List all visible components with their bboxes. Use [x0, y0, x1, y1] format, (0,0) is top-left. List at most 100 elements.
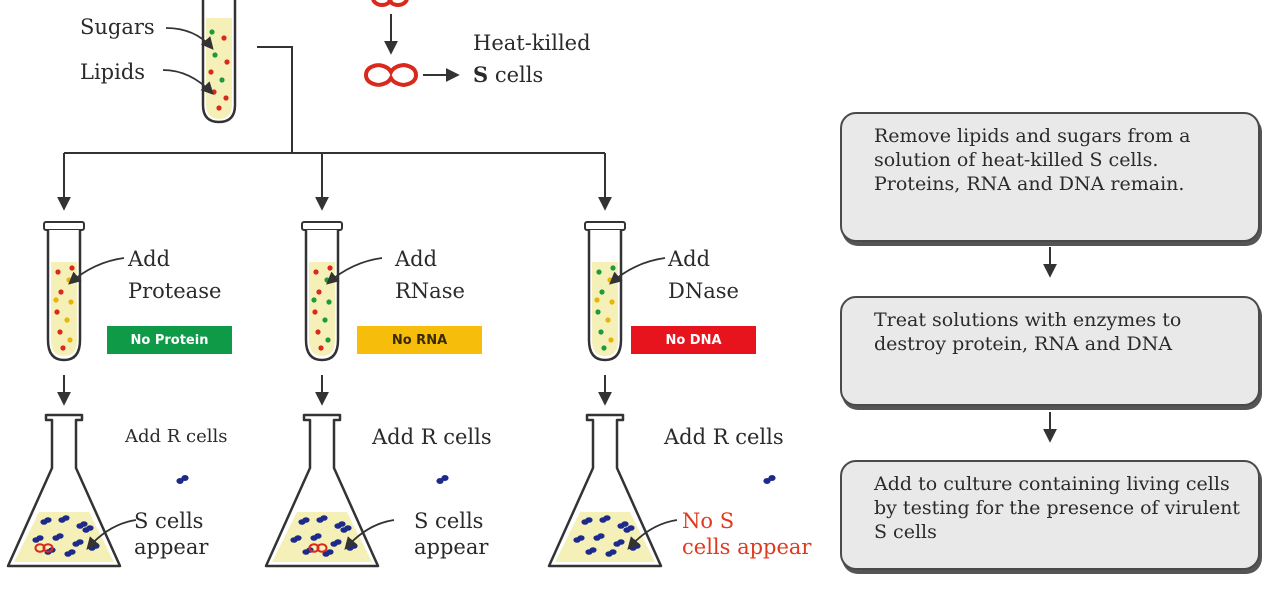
- solution-dot: [601, 345, 607, 351]
- solution-dot: [58, 289, 64, 295]
- r-cell-icon: [314, 533, 322, 539]
- enzyme-test-tube: [584, 221, 626, 362]
- heat-killed-label: Heat-killed: [473, 31, 591, 55]
- r-cell-icon: [62, 515, 70, 521]
- r-cell-icon: [627, 525, 635, 531]
- result-line1-2: S cells: [414, 509, 484, 533]
- solution-dot: [60, 345, 66, 351]
- tube-solution: [309, 262, 335, 356]
- r-cell-icon: [589, 547, 597, 553]
- result-line1-1: S cells: [134, 509, 204, 533]
- r-cell-icon: [334, 539, 342, 545]
- s-cell-pair-top-icon: [371, 0, 409, 7]
- add-protease-line1: Add: [128, 247, 171, 271]
- r-cell-icon: [56, 533, 64, 539]
- add-dnase-line1: Add: [668, 247, 711, 271]
- added-r-cell-icon: [763, 478, 771, 484]
- solution-dot: [55, 269, 61, 275]
- solution-dot: [219, 77, 225, 83]
- solution-dot: [605, 317, 611, 323]
- r-cell-icon: [609, 549, 617, 555]
- result-line2-3: cells appear: [682, 535, 812, 559]
- solution-dot: [325, 337, 331, 343]
- s-letter: S: [473, 62, 489, 87]
- step-box-3: Add to culture containing living cells b…: [840, 460, 1260, 570]
- solution-dot: [315, 329, 321, 335]
- lipids-label: Lipids: [80, 60, 146, 84]
- r-cell-icon: [344, 525, 352, 531]
- add-r-cells-label-1: Add R cells: [125, 426, 228, 447]
- solution-dot: [54, 309, 60, 315]
- r-cell-icon: [617, 539, 625, 545]
- enzyme-test-tube: [43, 221, 85, 362]
- solution-dot: [594, 297, 600, 303]
- r-cell-icon: [621, 521, 629, 527]
- r-cell-icon: [326, 549, 334, 555]
- solution-dot: [221, 35, 227, 41]
- r-cell-icon: [577, 535, 585, 541]
- solution-dot: [223, 95, 229, 101]
- solution-dot: [216, 105, 222, 111]
- cells-word: cells: [488, 63, 544, 87]
- solution-dot: [595, 309, 601, 315]
- result-line2-2: appear: [414, 535, 489, 559]
- solution-dot: [609, 299, 615, 305]
- enzyme-test-tube: [301, 221, 343, 362]
- solution-dot: [610, 265, 616, 271]
- result-line1-3: No S: [682, 509, 735, 533]
- solution-dot: [327, 265, 333, 271]
- tube-solution: [592, 262, 618, 356]
- r-cell-icon: [585, 517, 593, 523]
- enzyme-pointer: [326, 257, 383, 285]
- branch-2: [264, 221, 449, 568]
- r-cell-icon: [68, 549, 76, 555]
- branch-1: [6, 221, 189, 568]
- solution-dot: [326, 299, 332, 305]
- culture-flask: [547, 413, 663, 568]
- solution-dot: [53, 297, 59, 303]
- r-cell-icon: [597, 533, 605, 539]
- solution-dot: [322, 317, 328, 323]
- r-cell-icon: [320, 515, 328, 521]
- branch-3: [547, 221, 776, 568]
- r-cell-icon: [633, 543, 641, 549]
- added-r-cell-icon: [768, 475, 776, 481]
- result-pointer: [627, 519, 678, 550]
- added-r-cell-icon: [176, 478, 184, 484]
- r-cell-icon: [76, 539, 84, 545]
- solution-dot: [599, 289, 605, 295]
- solution-dot: [212, 52, 218, 58]
- added-r-cell-icon: [436, 478, 444, 484]
- tube-rim: [301, 221, 343, 231]
- r-cell-icon: [80, 521, 88, 527]
- r-cell-icon: [302, 517, 310, 523]
- solution-dot: [596, 269, 602, 275]
- result-pointer: [344, 519, 395, 550]
- lipids-pointer: [162, 69, 214, 95]
- s-cell-icon: [316, 543, 328, 553]
- r-cell-icon: [36, 535, 44, 541]
- sugars-label: Sugars: [80, 15, 155, 39]
- solution-dot: [313, 269, 319, 275]
- r-cell-icon: [86, 525, 94, 531]
- s-cell-heat-killed-icon: [363, 62, 419, 88]
- add-r-cells-label-3: Add R cells: [664, 425, 784, 449]
- tube-rim: [43, 221, 85, 231]
- result-line2-1: appear: [134, 535, 209, 559]
- r-cell-icon: [603, 515, 611, 521]
- add-rnase-line1: Add: [395, 247, 438, 271]
- culture-flask: [6, 413, 122, 568]
- r-cell-icon: [92, 543, 100, 549]
- source-test-tube: [201, 0, 237, 124]
- solution-dot: [598, 329, 604, 335]
- add-protease-line2: Protease: [128, 279, 222, 303]
- added-r-cell-icon: [441, 475, 449, 481]
- step-box-1: Remove lipids and sugars from a solution…: [840, 112, 1260, 242]
- solution-dot: [68, 299, 74, 305]
- solution-dot: [57, 329, 63, 335]
- r-cell-icon: [350, 543, 358, 549]
- s-cells-label: S cells: [473, 62, 543, 88]
- r-cell-icon: [338, 521, 346, 527]
- enzyme-pointer: [68, 257, 125, 285]
